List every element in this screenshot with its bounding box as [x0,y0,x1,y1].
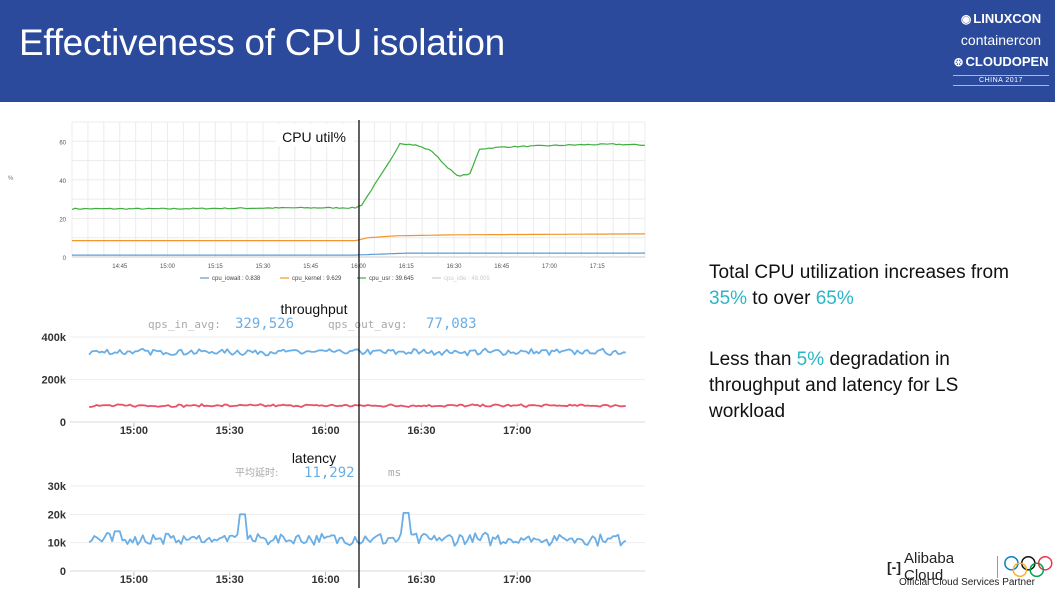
series-line-qps_in [88,347,626,357]
degradation-note: Less than 5% degradation in throughput a… [709,347,1009,425]
x-tick-label: 16:00 [311,425,339,437]
cpu-chart-title: CPU util% [282,129,346,145]
cpu-y-tick-label: 40 [59,179,66,185]
cpu-utilization-note: Total CPU utilization increases from 35%… [709,260,1009,312]
cpu-x-tick-label: 15:30 [255,264,271,270]
y-tick-label: 30k [48,481,67,493]
cpu-y-tick-label: 20 [59,217,66,223]
charts-area: 0 20 40 60 14:45 15:00 15:15 15:30 15:45 16:00 16… [8,120,646,588]
x-tick-label: 15:30 [216,425,244,437]
y-tick-label: 0 [60,417,66,429]
x-tick-label: 16:30 [407,574,435,586]
slide-title: Effectiveness of CPU isolation [19,22,505,63]
throughput-in-value: 329,526 [235,316,294,332]
x-tick-label: 15:00 [120,574,148,586]
latency-chart-grid [70,485,645,572]
note2-text-b: degradation in throughput and latency fo… [709,349,959,422]
logo-separator [996,556,998,578]
note1-text-b: to over [747,288,816,309]
note1-text-a: Total CPU utilization increases from [709,262,1009,283]
china-2017-label: CHINA 2017 [953,75,1049,86]
cpu-x-tick-label: 16:45 [494,264,510,270]
linuxcon-logo: ◉ LINUXCON [953,8,1049,30]
y-tick-label: 0 [60,566,66,578]
series-line-latency [88,512,627,547]
conference-logo: ◉ LINUXCON containercon ⊛ CLOUDOPEN CHINA … [953,8,1049,86]
cpu-x-tick-label: 15:15 [208,264,224,270]
cpu-chart-legend: cpu_iowait : 0.838 cpu_kernel : 9.629 cpu_… [200,276,490,282]
latency-avg-unit: ms [388,466,401,479]
alibaba-brand-name: Alibaba Cloud [904,550,955,584]
cpu-chart-grid [71,121,646,258]
cpu-x-tick-label: 17:00 [542,264,558,270]
legend-entry: cpu_kernel : 9.629 [292,276,342,282]
throughput-out-label: qps_out_avg: [328,318,407,331]
series-line-qps_out [89,403,626,408]
cpu-x-tick-label: 17:15 [590,264,606,270]
latency-avg-label: 平均延时: [235,467,278,479]
throughput-chart: throughput qps_in_avg: 329,526 qps_out_a… [42,301,645,437]
alibaba-cloud-logo: [-] Alibaba Cloud [887,550,1055,584]
partner-subtitle: Official Cloud Services Partner [899,577,1035,588]
linuxcon-label: LINUXCON [973,11,1042,26]
cpu-x-tick-label: 15:45 [303,264,319,270]
latency-chart-series [88,512,627,547]
cpu-title-bg [276,124,354,146]
latency-avg-value: 11,292 [304,465,355,481]
y-tick-label: 200k [42,375,67,387]
legend-entry: cpu_idle : 48.005 [444,276,490,282]
y-tick-label: 400k [42,332,67,344]
throughput-chart-series [88,347,626,408]
latency-chart-y-ticks: 0 10k 20k 30k [48,481,67,578]
cpu-y-tick-label: 0 [63,256,67,262]
title-bar: Effectiveness of CPU isolation ◉ LINUXCON… [0,0,1055,102]
x-tick-label: 17:00 [503,425,531,437]
legend-entry: cpu_iowait : 0.838 [212,276,261,282]
x-tick-label: 17:00 [503,574,531,586]
latency-chart: latency 平均延时: 11,292 ms 0 10k 20k 30k 15:00… [48,450,645,586]
throughput-chart-grid [70,336,645,423]
cloudopen-logo: ⊛ CLOUDOPEN [953,51,1049,73]
cpu-x-tick-label: 16:15 [399,264,415,270]
throughput-in-label: qps_in_avg: [148,318,221,331]
throughput-chart-x-ticks: 15:00 15:30 16:00 16:30 17:00 [120,423,531,437]
x-tick-label: 15:30 [216,574,244,586]
legend-entry: cpu_usr : 39.645 [369,276,414,282]
latency-chart-x-ticks: 15:00 15:30 16:00 16:30 17:00 [120,572,531,586]
alibaba-cloud-badge: [-] Alibaba Cloud Official Cloud Service… [887,550,1055,588]
cloudopen-label: CLOUDOPEN [965,54,1049,69]
cpu-x-tick-label: 16:30 [446,264,462,270]
note1-value-65: 65% [815,288,854,309]
latency-chart-title: latency [292,450,336,466]
x-tick-label: 15:00 [120,425,148,437]
x-tick-label: 16:00 [311,574,339,586]
throughput-out-value: 77,083 [426,316,477,332]
note2-value-5: 5% [796,349,825,370]
cpu-chart-y-ticks: 0 20 40 60 [59,140,66,262]
olympic-rings-icon [1003,555,1052,578]
note1-value-35: 35% [709,288,748,309]
y-tick-label: 20k [48,509,67,521]
linux-icon: ◉ [960,12,972,26]
cpu-x-tick-label: 14:45 [112,264,128,270]
x-tick-label: 16:30 [407,425,435,437]
cpu-y-tick-label: 60 [59,140,66,146]
note2-text-a: Less than [709,349,797,370]
cloud-icon: ⊛ [953,55,964,69]
cpu-x-tick-label: 15:00 [160,264,176,270]
throughput-chart-title: throughput [281,301,348,317]
alibaba-mark-icon: [-] [887,559,901,575]
containercon-logo: containercon [960,32,1042,48]
throughput-chart-y-ticks: 0 200k 400k [42,332,67,429]
cpu-chart-ylabel: % [8,176,14,182]
y-tick-label: 10k [48,538,67,550]
